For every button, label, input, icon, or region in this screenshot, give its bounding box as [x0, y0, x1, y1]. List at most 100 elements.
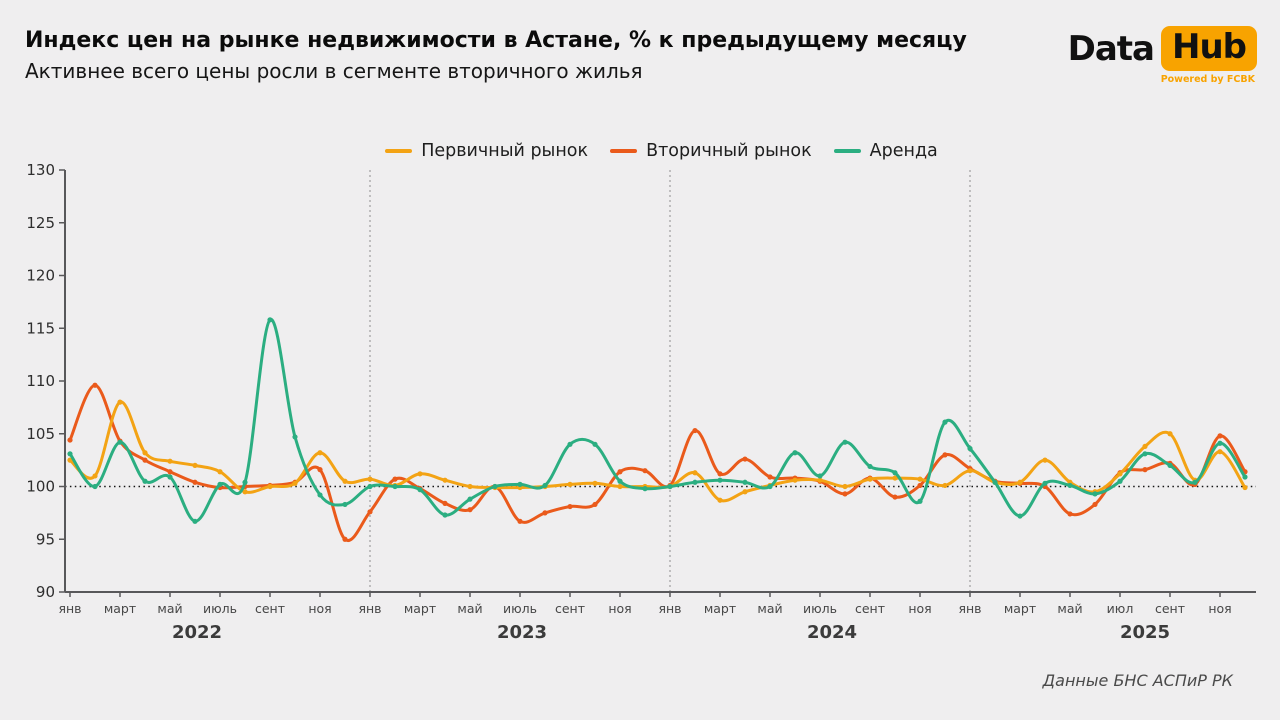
data-point: [617, 483, 623, 490]
data-point: [467, 507, 473, 513]
data-point: [517, 481, 523, 487]
data-point: [742, 456, 748, 462]
data-point: [617, 478, 623, 484]
data-point: [917, 482, 923, 489]
data-point: [167, 458, 173, 464]
logo-text-data: Data: [1067, 28, 1155, 69]
legend-swatch-icon: [385, 148, 413, 154]
data-point: [1142, 443, 1148, 450]
data-point: [992, 479, 998, 485]
y-tick-label: 130: [26, 161, 55, 179]
data-point: [1042, 480, 1048, 486]
data-point: [567, 503, 573, 510]
x-tick-label: март: [704, 601, 736, 616]
data-point: [292, 480, 298, 486]
source-note: Данные БНС АСПиР РК: [1042, 671, 1233, 690]
data-point: [192, 479, 198, 485]
data-point: [392, 476, 398, 482]
data-point: [642, 486, 648, 492]
series-line-secondary-market: [68, 383, 1247, 543]
x-tick-label: май: [757, 601, 782, 616]
year-label: 2024: [807, 622, 857, 643]
y-tick-label: 115: [26, 319, 55, 337]
data-point: [442, 477, 448, 483]
data-point: [767, 483, 773, 490]
data-point: [67, 457, 73, 463]
data-point: [442, 512, 448, 518]
data-point: [92, 382, 98, 388]
data-point: [517, 518, 523, 524]
year-label: 2025: [1120, 622, 1170, 643]
data-point: [367, 509, 373, 515]
data-point: [817, 477, 823, 483]
data-point: [892, 494, 898, 500]
data-point: [67, 451, 73, 457]
data-point: [1242, 484, 1248, 491]
x-tick-label: янв: [358, 601, 381, 616]
data-point: [1242, 474, 1248, 480]
data-point: [592, 501, 598, 508]
datahub-logo-row: Data Hub: [1068, 26, 1257, 71]
data-point: [967, 468, 973, 474]
x-tick-label: ноя: [1208, 601, 1231, 616]
data-point: [217, 469, 223, 475]
x-tick-label: сент: [555, 601, 585, 616]
legend-swatch-icon: [610, 148, 638, 154]
data-point: [867, 476, 873, 482]
data-point: [967, 445, 973, 452]
plot-area: 90 95 100 105 110 115 120 125 130 янв март май июль с…: [26, 161, 1256, 643]
data-point: [592, 480, 598, 486]
legend-item-2[interactable]: Вторичный рынок: [610, 141, 812, 161]
x-tick-label: июль: [203, 601, 237, 616]
x-tick-label: март: [1004, 601, 1036, 616]
data-point: [1142, 467, 1148, 473]
data-point: [467, 483, 473, 490]
data-point: [842, 483, 848, 490]
data-point: [792, 450, 798, 456]
data-point: [892, 475, 898, 481]
data-point: [67, 437, 73, 443]
data-point: [1117, 471, 1123, 477]
data-point: [417, 471, 423, 477]
x-tick-label: март: [104, 601, 136, 616]
data-point: [567, 441, 573, 447]
data-point: [117, 439, 123, 445]
x-tick-label: янв: [58, 601, 81, 616]
data-point: [592, 441, 598, 447]
y-tick-label: 110: [26, 372, 55, 390]
logo-text-hub: Hub: [1161, 26, 1257, 71]
legend-item-3[interactable]: Аренда: [833, 141, 938, 161]
y-tick-label: 105: [26, 425, 55, 443]
legend-label: Аренда: [869, 141, 938, 161]
data-point: [142, 478, 148, 484]
x-tick-label: ноя: [908, 601, 931, 616]
legend-label: Вторичный рынок: [646, 141, 812, 161]
data-point: [417, 487, 423, 493]
data-point: [717, 477, 723, 483]
data-point: [917, 498, 923, 504]
legend-swatch-icon: [833, 148, 861, 154]
x-tick-label: сент: [1155, 601, 1185, 616]
legend-item-1[interactable]: Первичный рынок: [385, 141, 588, 161]
data-point: [492, 483, 498, 490]
data-point: [1092, 501, 1098, 508]
y-tick-label: 90: [36, 583, 55, 601]
x-tick-label: янв: [958, 601, 981, 616]
data-point: [692, 427, 698, 434]
data-point: [317, 467, 323, 473]
data-point: [617, 469, 623, 475]
data-point: [542, 510, 548, 516]
data-point: [792, 477, 798, 483]
data-point: [842, 439, 848, 445]
y-tick-label: 120: [26, 267, 55, 285]
chart-header: Индекс цен на рынке недвижимости в Астан…: [25, 28, 967, 83]
data-point: [642, 468, 648, 474]
data-point: [217, 481, 223, 487]
x-tick-label: май: [157, 601, 182, 616]
data-point: [117, 399, 123, 405]
data-point: [292, 434, 298, 440]
data-point: [267, 483, 273, 490]
x-tick-label: июль: [803, 601, 837, 616]
data-point: [317, 492, 323, 498]
